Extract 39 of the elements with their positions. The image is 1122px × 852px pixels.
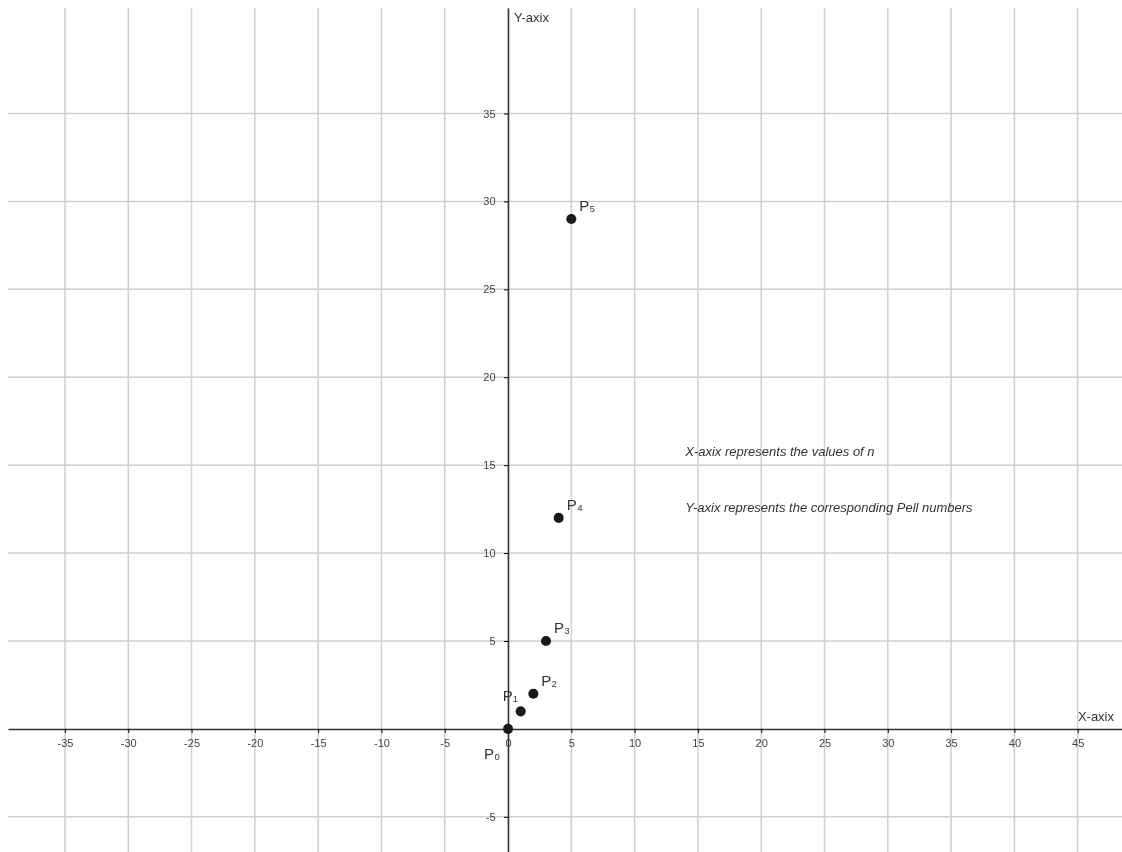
point (515, 706, 526, 717)
y-tick-label: 35 (483, 107, 496, 120)
x-axis-title: X-axix (1077, 708, 1115, 724)
y-tick-label: 25 (483, 283, 496, 296)
annotation: P₅ (579, 197, 596, 214)
x-tick-label: -25 (184, 736, 201, 749)
y-tick-label: 5 (489, 635, 496, 648)
x-tick-label: -15 (310, 736, 327, 749)
x-tick-label: -10 (373, 736, 390, 749)
x-tick-label: 10 (629, 736, 642, 749)
y-tick-label: 30 (483, 195, 496, 208)
y-tick-label: -5 (485, 810, 496, 823)
point (502, 723, 514, 734)
x-tick-label: 25 (818, 736, 832, 749)
annotation: P₄ (566, 495, 583, 513)
y-tick-label: 15 (483, 459, 496, 472)
point (566, 213, 577, 225)
point (553, 512, 564, 523)
annotation: P₀ (484, 744, 501, 762)
point (528, 688, 539, 699)
x-tick-label: 40 (1008, 736, 1022, 749)
x-tick-label: 35 (945, 736, 958, 749)
annotation: P₃ (554, 619, 571, 636)
annotation: Y-axix represents the corresponding Pell numbers (685, 500, 974, 516)
x-tick-label: 5 (568, 736, 575, 749)
x-tick-label: -5 (440, 736, 451, 749)
x-tick-label: 45 (1072, 736, 1085, 749)
x-tick-label: -20 (247, 736, 264, 749)
x-tick-label: 30 (882, 736, 895, 749)
y-axis-title: Y-axix (514, 10, 550, 25)
x-tick-label: 20 (755, 736, 768, 749)
annotation: X-axix represents the values of n (684, 444, 875, 460)
x-tick-label: 15 (692, 736, 705, 749)
y-tick-label: 10 (483, 547, 496, 560)
x-tick-label: -35 (57, 736, 74, 749)
x-tick-label: -30 (120, 736, 137, 749)
point (540, 635, 552, 647)
y-tick-label: 20 (483, 371, 496, 384)
annotation: P₂ (541, 671, 558, 689)
